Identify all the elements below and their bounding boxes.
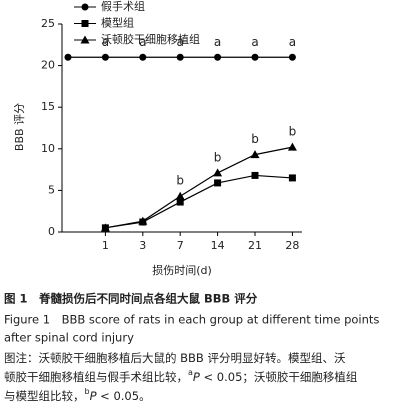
data-point (214, 53, 222, 61)
caption-note: 图注：沃顿胶干细胞移植后大鼠的 BBB 评分明显好转。模型组、沃 (4, 351, 346, 365)
data-point (287, 142, 297, 151)
x-tick-label: 28 (285, 239, 299, 252)
y-tick-label: 15 (41, 100, 55, 113)
y-axis-label: BBB 评分 (13, 103, 26, 151)
caption-segment: b (85, 387, 90, 396)
caption-english: after spinal cord injury (4, 331, 134, 345)
y-tick-label: 25 (41, 17, 55, 30)
significance-label: a (139, 35, 146, 49)
x-tick-label: 1 (102, 239, 109, 252)
significance-label: a (177, 35, 184, 49)
data-point (101, 53, 109, 61)
data-point (175, 191, 185, 200)
data-point (250, 150, 260, 159)
significance-label: a (251, 35, 258, 49)
legend-label: 模型组 (101, 16, 134, 30)
caption-english: Figure 1 BBB score of rats in each group… (4, 313, 379, 327)
significance-label: b (289, 125, 297, 139)
data-point (100, 223, 110, 232)
x-tick-label: 3 (139, 239, 146, 252)
x-axis-label: 损伤时间(d) (152, 263, 212, 277)
data-point (214, 179, 222, 187)
y-tick-label: 5 (48, 183, 55, 196)
caption-segment: < 0.05。 (97, 389, 151, 403)
caption-segment: P (193, 370, 200, 384)
caption-segment: a (188, 368, 193, 377)
legend-label: 假手术组 (101, 0, 145, 13)
caption-note: 顿胶干细胞移植组与假手术组比较，aP < 0.05；沃顿胶干细胞移植组 (4, 368, 358, 384)
data-point (139, 53, 147, 61)
significance-label: a (102, 35, 109, 49)
data-point (288, 53, 296, 61)
significance-label: b (214, 150, 222, 164)
significance-label: a (214, 35, 221, 49)
caption-segment: 图注：沃顿胶干细胞移植后大鼠的 BBB 评分明显好转。模型组、沃 (4, 351, 346, 365)
x-tick-label: 21 (248, 239, 262, 252)
legend-label: 沃顿胶干细胞移植组 (101, 32, 200, 46)
caption-segment: < 0.05；沃顿胶干细胞移植组 (200, 370, 358, 384)
x-tick-label: 7 (177, 239, 184, 252)
data-point (213, 168, 223, 177)
significance-label: b (176, 174, 184, 188)
data-point (251, 171, 259, 179)
data-point (251, 53, 259, 61)
series-line (105, 174, 293, 229)
y-tick-label: 0 (48, 225, 55, 238)
legend-marker (81, 3, 89, 11)
y-tick-label: 10 (41, 142, 55, 155)
data-point (64, 53, 72, 61)
legend-marker (80, 35, 90, 44)
caption-segment: P (90, 389, 97, 403)
caption-segment: 与模型组比较， (4, 389, 85, 403)
significance-label: b (251, 132, 259, 146)
caption-segment: 顿胶干细胞移植组与假手术组比较， (4, 370, 188, 384)
caption-title: 图 1 脊髓损伤后不同时间点各组大鼠 BBB 评分 (4, 292, 258, 306)
caption-note: 与模型组比较，bP < 0.05。 (4, 387, 151, 403)
data-point (176, 198, 184, 206)
series-line (105, 146, 293, 229)
legend-marker (81, 20, 89, 27)
data-point (176, 53, 184, 61)
y-tick-label: 20 (41, 59, 55, 72)
x-tick-label: 14 (211, 239, 225, 252)
data-point (288, 174, 296, 182)
data-point (138, 216, 148, 225)
significance-label: a (289, 35, 296, 49)
